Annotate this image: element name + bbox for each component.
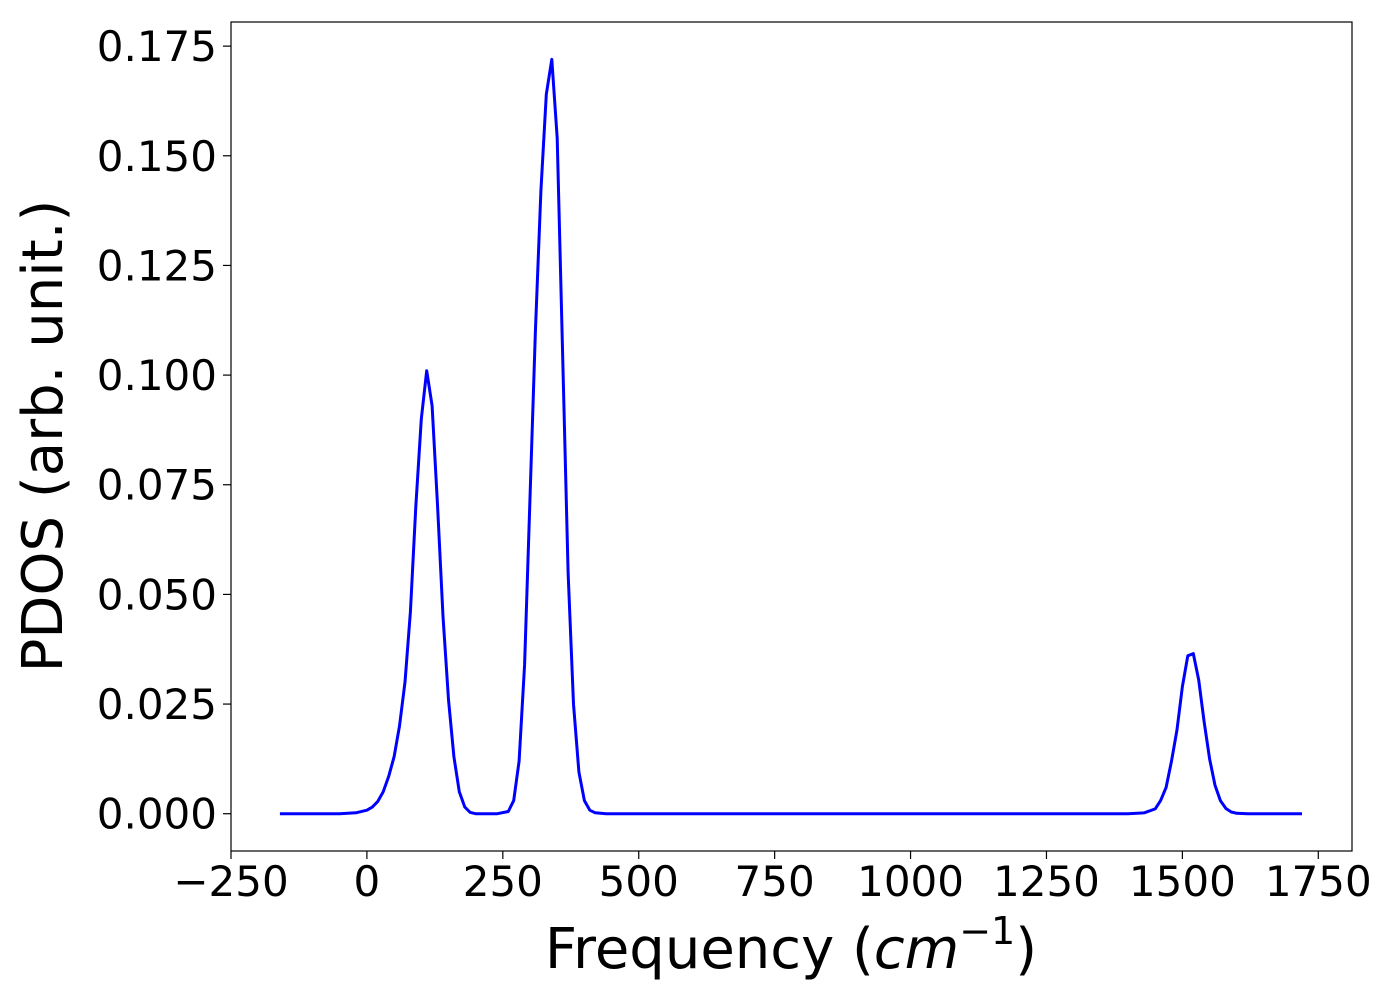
y-tick-label: 0.125 [97, 241, 217, 290]
x-axis-label-close-paren: ) [1015, 917, 1037, 982]
x-axis-label-text: Frequency [545, 917, 834, 982]
x-axis-label-open-paren: ( [834, 917, 874, 982]
x-tick-label: 1750 [1265, 857, 1372, 906]
x-axis-label-exponent: −1 [959, 909, 1015, 953]
x-tick-label: 750 [735, 857, 815, 906]
y-tick-label: 0.050 [97, 570, 217, 619]
y-tick-label: 0.025 [97, 680, 217, 729]
x-axis-label: Frequency (cm−1) [545, 909, 1037, 982]
y-tick-label: 0.175 [97, 22, 217, 71]
y-axis-ticks: 0.000 0.025 0.050 0.075 0.100 0.125 0.150 0.175 [97, 22, 231, 839]
pdos-series-line [279, 57, 1302, 816]
x-axis-ticks: −250 0 250 500 750 1000 1250 1500 1750 [173, 851, 1372, 906]
y-tick-label: 0.000 [97, 790, 217, 839]
x-tick-label: 1000 [857, 857, 964, 906]
y-tick-label: 0.100 [97, 351, 217, 400]
y-axis-label: PDOS (arb. unit.) [11, 200, 76, 673]
x-tick-label: −250 [173, 857, 288, 906]
x-axis-label-unit: cm [874, 917, 959, 982]
x-tick-label: 250 [463, 857, 543, 906]
x-tick-label: 500 [599, 857, 679, 906]
y-tick-label: 0.150 [97, 132, 217, 181]
x-tick-label: 1500 [1129, 857, 1236, 906]
x-tick-label: 1250 [993, 857, 1100, 906]
x-tick-label: 0 [354, 857, 381, 906]
y-tick-label: 0.075 [97, 461, 217, 510]
plot-frame [230, 21, 1353, 852]
